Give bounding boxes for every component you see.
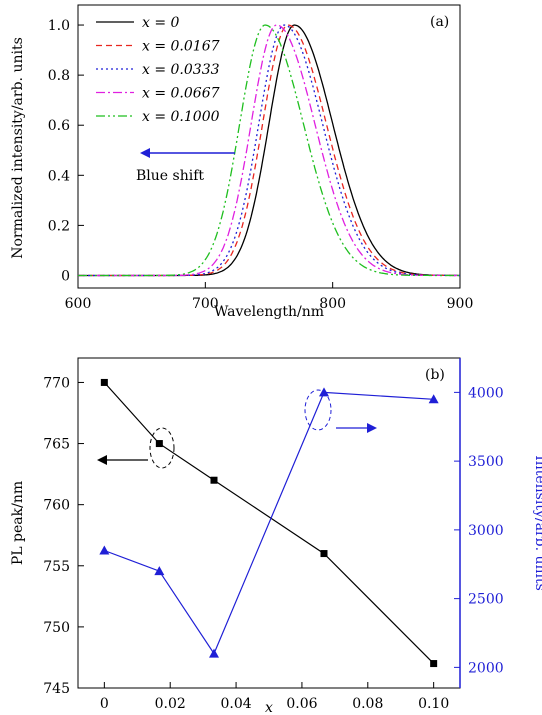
- blue-shift-arrow: [140, 148, 235, 158]
- a-ytick-label: 1.0: [48, 18, 70, 34]
- a-ytick-label: 0: [61, 268, 70, 284]
- panel-a-ticks: 600 700 800 900 0 0.2 0.4 0.6 0.8 1.0: [48, 18, 474, 312]
- b-ytick-label: 760: [43, 498, 70, 514]
- a-xtick-label: 800: [319, 296, 346, 312]
- b-xtick-label: 0.02: [155, 696, 186, 712]
- panel-a-legend: x = 0 x = 0.0167 x = 0.0333 x = 0.0667 x = 0…: [96, 15, 220, 125]
- spectrum-line-1: [78, 24, 460, 277]
- b-y2tick-label: 2500: [468, 592, 504, 608]
- b-xtick-label: 0.06: [286, 696, 317, 712]
- spectrum-line-4: [78, 24, 460, 277]
- b-xtick-label: 0.04: [220, 696, 251, 712]
- pl-peak-point: [155, 440, 163, 448]
- spectrum-line-2: [78, 24, 460, 277]
- panel-a-frame: [77, 4, 461, 289]
- b-xtick-label: 0.08: [352, 696, 383, 712]
- intensity-point: [99, 545, 110, 555]
- pl-peak-point: [100, 378, 108, 386]
- a-ytick-label: 0.6: [48, 118, 70, 134]
- spectrum-line-3: [78, 24, 460, 277]
- panel-b-y2label: Intensity/arb. units: [532, 455, 542, 591]
- a-ytick-label: 0.4: [48, 168, 70, 184]
- b-y2tick-label: 2000: [468, 660, 504, 676]
- legend-label-1: x = 0.0167: [142, 39, 220, 55]
- legend-label-4: x = 0.1000: [142, 109, 220, 125]
- legend-label-3: x = 0.0667: [142, 86, 220, 102]
- a-xtick-label: 900: [447, 296, 474, 312]
- a-xtick-label: 600: [65, 296, 92, 312]
- b-ytick-label: 745: [43, 681, 70, 697]
- intensity-point: [154, 566, 165, 576]
- panel-a-curves: [78, 24, 460, 277]
- intensity-point: [428, 394, 439, 404]
- b-y2tick-label: 3000: [468, 523, 504, 539]
- b-y2tick-label: 4000: [468, 385, 504, 401]
- b-ytick-label: 755: [43, 559, 70, 575]
- panel-b-series: [99, 378, 439, 668]
- a-ytick-label: 0.2: [48, 218, 70, 234]
- legend-label-0: x = 0: [142, 15, 180, 31]
- spectrum-line-0: [78, 24, 460, 277]
- a-xtick-label: 700: [192, 296, 219, 312]
- pl-peak-point: [430, 660, 438, 668]
- b-ytick-label: 770: [43, 375, 70, 391]
- b-y2tick-label: 3500: [468, 454, 504, 470]
- panel-b-peak-intensity: 0 0.02 0.04 0.06 0.08 0.10 745 750 755 760 765 770 2…: [10, 357, 542, 715]
- a-ytick-label: 0.8: [48, 68, 70, 84]
- left-axis-arrow: [97, 455, 148, 465]
- panel-b-label: (b): [425, 367, 445, 383]
- b-xtick-label: 0: [100, 696, 109, 712]
- b-xtick-label: 0.10: [418, 696, 449, 712]
- right-axis-ellipse: [304, 389, 332, 431]
- left-axis-ellipse: [149, 427, 175, 469]
- panel-b-xlabel: x: [265, 700, 273, 715]
- blue-shift-annotation: Blue shift: [136, 168, 204, 184]
- pl-peak-point: [210, 476, 218, 484]
- panel-a-spectra: 600 700 800 900 0 0.2 0.4 0.6 0.8 1.0 x = 0 x = 0.…: [10, 4, 474, 320]
- intensity-point: [209, 648, 220, 658]
- panel-b-ylabel: PL peak/nm: [10, 481, 26, 565]
- b-ytick-label: 750: [43, 620, 70, 636]
- panel-a-xlabel: Wavelength/nm: [214, 304, 324, 320]
- panel-b-ticks: 0 0.02 0.04 0.06 0.08 0.10 745 750 755 760 765 770 2…: [43, 375, 503, 712]
- legend-label-2: x = 0.0333: [142, 62, 220, 78]
- pl-peak-point: [320, 550, 328, 558]
- panel-a-label: (a): [430, 14, 449, 30]
- right-axis-arrow: [336, 423, 377, 433]
- panel-a-ylabel: Normalized intensity/arb. units: [10, 37, 26, 259]
- b-ytick-label: 765: [43, 437, 70, 453]
